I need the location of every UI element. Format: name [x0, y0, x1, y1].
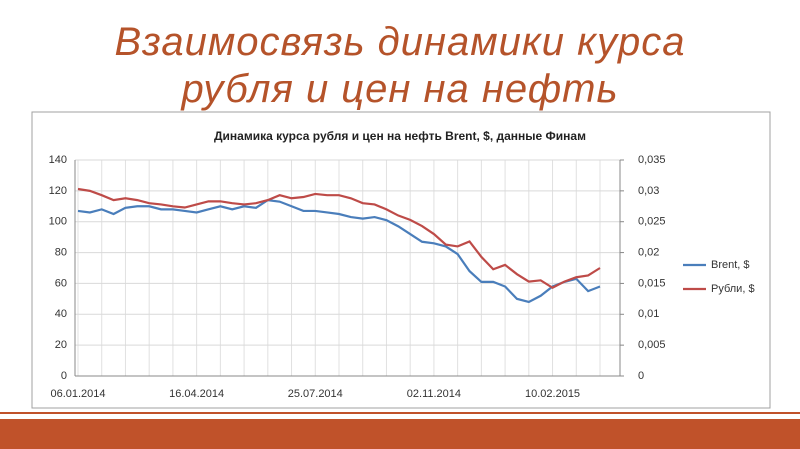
y-tick-label: 0: [61, 370, 67, 382]
y-tick-label: 60: [55, 277, 67, 289]
legend-label: Brent, $: [711, 259, 750, 271]
y2-tick-label: 0,035: [638, 154, 666, 166]
y2-tick-label: 0,01: [638, 308, 659, 320]
series-line: [77, 187, 601, 290]
y-tick-label: 120: [49, 185, 67, 197]
legend-label: Рубли, $: [711, 283, 755, 295]
x-tick-label: 16.04.2014: [169, 388, 224, 400]
x-tick-label: 02.11.2014: [407, 388, 461, 400]
footer-bar: [0, 419, 800, 449]
y-tick-label: 40: [55, 308, 67, 320]
y-tick-label: 20: [55, 339, 67, 351]
chart-frame: [31, 111, 771, 409]
y2-tick-label: 0,025: [638, 216, 666, 228]
x-tick-label: 06.01.2014: [50, 388, 105, 400]
series-line: [77, 198, 601, 304]
y-tick-label: 80: [55, 246, 67, 258]
y2-tick-label: 0,02: [638, 246, 659, 258]
y2-tick-label: 0,03: [638, 185, 659, 197]
y-tick-label: 100: [49, 216, 67, 228]
y-tick-label: 140: [49, 154, 67, 166]
x-tick-label: 25.07.2014: [288, 388, 343, 400]
x-tick-label: 10.02.2015: [525, 388, 580, 400]
chart-title: Динамика курса рубля и цен на нефть Bren…: [214, 129, 586, 143]
y2-tick-label: 0,005: [638, 339, 666, 351]
y2-tick-label: 0,015: [638, 277, 666, 289]
slide-title: Взаимосвязь динамики курса: [114, 20, 686, 64]
y2-tick-label: 0: [638, 370, 644, 382]
slide-title: рубля и цен на нефть: [181, 67, 619, 111]
